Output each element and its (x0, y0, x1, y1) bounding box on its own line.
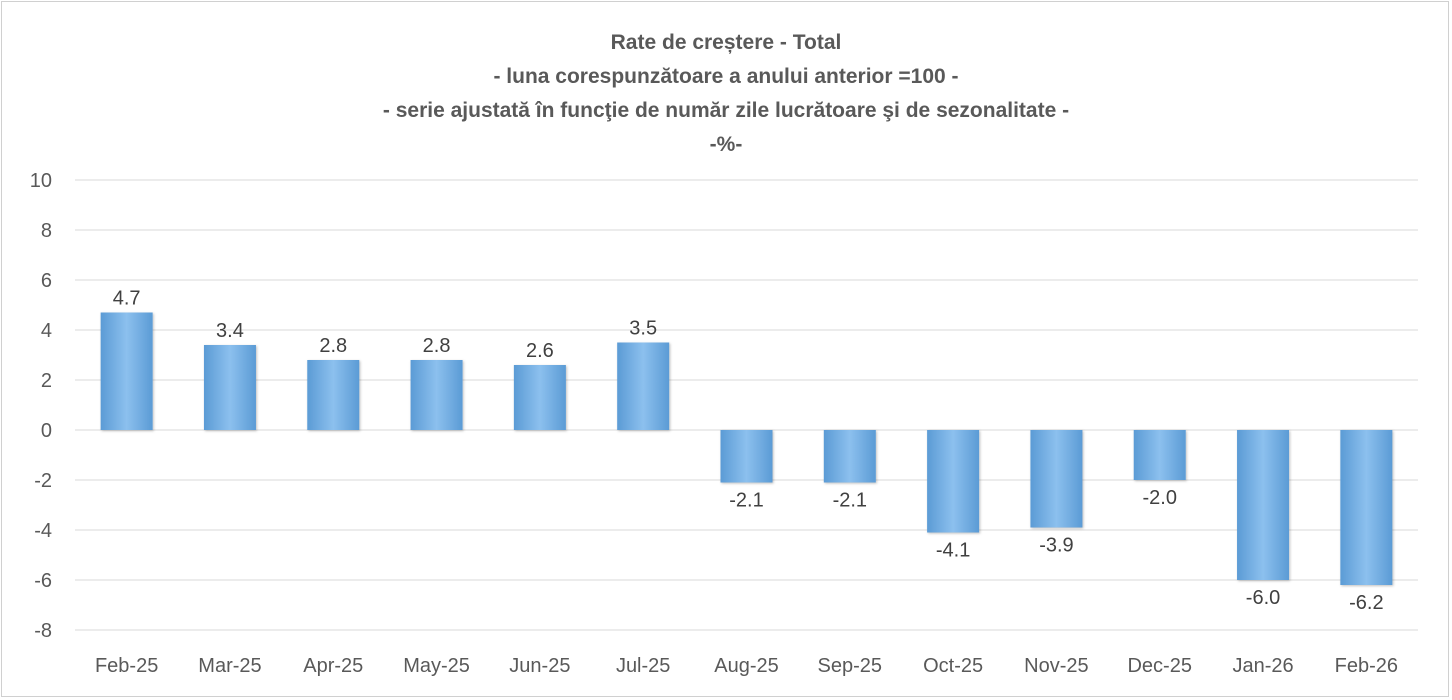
x-tick-label: Oct-25 (923, 655, 983, 677)
chart-title: Rate de creștere - Total (610, 31, 842, 54)
x-tick-label: Apr-25 (303, 655, 363, 677)
data-label: 3.5 (629, 318, 657, 340)
x-tick-label: Feb-26 (1335, 655, 1398, 677)
x-tick-label: Mar-25 (198, 655, 261, 677)
x-tick-label: Jan-26 (1232, 655, 1293, 677)
data-labels: 4.7 3.4 2.8 2.8 2.6 3.5 -2.1 -2.1 -4.1 -3.9 -2.0 -6… (113, 288, 1384, 615)
bar (307, 360, 360, 430)
x-tick-label: Jul-25 (616, 655, 670, 677)
bar (1340, 430, 1393, 585)
bar (1133, 430, 1186, 480)
data-label: 3.4 (216, 320, 244, 342)
bar (1237, 430, 1290, 580)
y-tick-label: 8 (41, 220, 52, 242)
x-tick-label: Dec-25 (1127, 655, 1191, 677)
bar (513, 365, 566, 430)
y-tick-label: 10 (30, 170, 52, 192)
y-tick-label: -2 (34, 470, 52, 492)
y-tick-label: 0 (41, 420, 52, 442)
x-tick-label: Aug-25 (714, 655, 779, 677)
chart-subtitle-2: - serie ajustată în funcţie de număr zil… (382, 99, 1070, 122)
bar (927, 430, 980, 533)
bar (203, 345, 256, 430)
bar (720, 430, 773, 483)
data-label: -4.1 (936, 540, 970, 562)
bar (617, 342, 670, 430)
data-label: -2.1 (729, 490, 763, 512)
x-tick-label: Feb-25 (95, 655, 158, 677)
data-label: -2.0 (1142, 487, 1176, 509)
data-label: 2.8 (319, 335, 347, 357)
chart-subtitle-1: - luna corespunzătoare a anului anterior… (493, 65, 959, 88)
y-tick-label: -4 (34, 520, 52, 542)
y-tick-label: -8 (34, 620, 52, 642)
y-tick-label: -6 (34, 570, 52, 592)
gridlines (75, 179, 1418, 631)
data-label: -2.1 (833, 490, 867, 512)
y-tick-label: 4 (41, 320, 52, 342)
bar (410, 360, 463, 430)
data-label: 4.7 (113, 288, 141, 310)
y-axis: 10 8 6 4 2 0 -2 -4 -6 -8 (30, 170, 52, 642)
data-label: 2.6 (526, 340, 554, 362)
chart-subtitle-3: -%- (709, 133, 743, 156)
bar (100, 312, 153, 430)
x-tick-label: Jun-25 (509, 655, 570, 677)
x-tick-label: May-25 (403, 655, 470, 677)
bars (100, 312, 1393, 585)
data-label: -6.0 (1246, 587, 1280, 609)
x-tick-label: Nov-25 (1024, 655, 1088, 677)
data-label: -6.2 (1349, 592, 1383, 614)
bar (823, 430, 876, 483)
y-tick-label: 2 (41, 370, 52, 392)
y-tick-label: 6 (41, 270, 52, 292)
x-axis: Feb-25 Mar-25 Apr-25 May-25 Jun-25 Jul-25 Aug-… (95, 655, 1398, 677)
bar (1030, 430, 1083, 528)
x-tick-label: Sep-25 (818, 655, 883, 677)
data-label: -3.9 (1039, 535, 1073, 557)
data-label: 2.8 (423, 335, 451, 357)
